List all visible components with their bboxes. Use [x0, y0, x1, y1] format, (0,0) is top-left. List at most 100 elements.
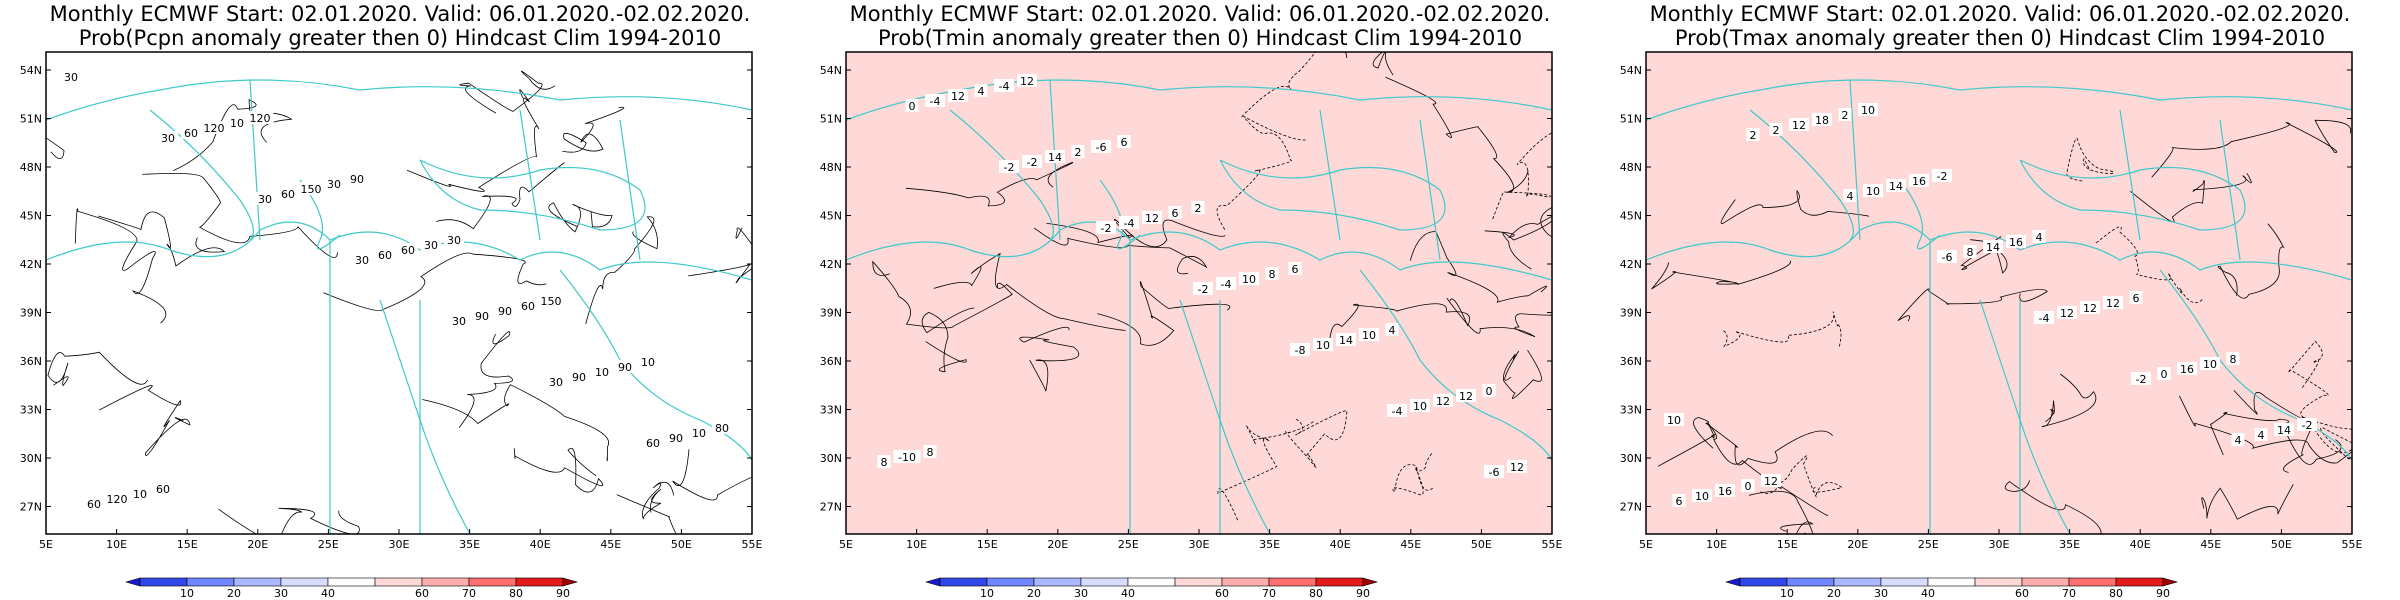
svg-text:4: 4	[1389, 324, 1396, 337]
colorbar-label: 60	[415, 587, 429, 600]
svg-text:14: 14	[1889, 180, 1903, 193]
svg-text:-2: -2	[2136, 373, 2147, 386]
colorbar-label: 20	[227, 587, 241, 600]
colorbar-label: 70	[1262, 587, 1276, 600]
contour-label: 60	[375, 248, 395, 262]
contour-label: -4	[1216, 277, 1236, 291]
lon-tick-label: 25E	[1118, 538, 1139, 551]
title-line-1: Monthly ECMWF Start: 02.01.2020. Valid: …	[1649, 2, 2351, 26]
svg-text:12: 12	[2106, 297, 2120, 310]
svg-text:16: 16	[1718, 485, 1732, 498]
contour-label: -4	[2034, 311, 2054, 325]
lon-tick-label: 5E	[39, 538, 53, 551]
probability-field	[46, 52, 752, 534]
contour-label: -4	[925, 94, 945, 108]
svg-text:90: 90	[475, 310, 489, 323]
contour-label: 60	[153, 482, 173, 496]
contour-label: 4	[1385, 323, 1399, 337]
lon-tick-label: 25E	[1918, 538, 1939, 551]
contour-label: 16	[1715, 484, 1735, 498]
svg-text:30: 30	[355, 254, 369, 267]
lon-tick-label: 45E	[2200, 538, 2221, 551]
contour-label: 12	[948, 89, 968, 103]
colorbar-segment	[1221, 577, 1270, 587]
contour-label: -8	[1290, 343, 1310, 357]
svg-text:120: 120	[107, 493, 128, 506]
svg-text:6: 6	[1121, 136, 1128, 149]
colorbar-segment	[1833, 577, 1882, 587]
lat-tick-label: 48N	[20, 161, 42, 174]
contour-label: 4	[2231, 433, 2245, 447]
contour-label: 30	[61, 70, 81, 84]
contour-label: 90	[615, 360, 635, 374]
svg-text:30: 30	[549, 376, 563, 389]
svg-text:16: 16	[1912, 175, 1926, 188]
contour-label: 12	[2057, 306, 2077, 320]
lat-tick-label: 36N	[820, 355, 842, 368]
lon-tick-label: 55E	[742, 538, 763, 551]
contour-label: 10	[1858, 103, 1878, 117]
lat-tick-label: 27N	[20, 501, 42, 514]
svg-text:60: 60	[87, 498, 101, 511]
svg-text:80: 80	[715, 422, 729, 435]
svg-text:90: 90	[618, 361, 632, 374]
colorbar-segment	[1786, 577, 1835, 587]
lon-tick-label: 50E	[671, 538, 692, 551]
contour-label: 12	[1142, 211, 1162, 225]
lon-tick-label: 15E	[1777, 538, 1798, 551]
svg-text:-4: -4	[1392, 405, 1403, 418]
contour-label: 30	[546, 375, 566, 389]
svg-text:-2: -2	[2302, 419, 2313, 432]
colorbar-label: 80	[509, 587, 523, 600]
contour-label: 8	[1963, 245, 1977, 259]
colorbar-label: 20	[1027, 587, 1041, 600]
svg-text:30: 30	[447, 234, 461, 247]
map-pcpn[interactable]: 30 30 30 30 30 30 60 60 60 60 60 90 90 90 120 120 150 60 9…	[0, 0, 800, 600]
contour-label: 2	[1071, 145, 1085, 159]
colorbar: 10 20 30 40 60 70 80 90	[124, 577, 579, 600]
longitude-axis: 5E 10E 15E 20E 25E 30E 35E 40E 45E 50E 55E	[39, 529, 763, 551]
contour-label: 30	[352, 253, 372, 267]
svg-text:60: 60	[521, 300, 535, 313]
contour-label: 10	[638, 355, 658, 369]
contour-label: 14	[1983, 240, 2003, 254]
contour-label: 6	[1117, 135, 1131, 149]
colorbar-label: 90	[2156, 587, 2170, 600]
contour-label: -2	[1022, 155, 1042, 169]
lat-tick-label: 36N	[20, 355, 42, 368]
contour-label: 14	[1045, 150, 1065, 164]
colorbar-label: 10	[180, 587, 194, 600]
lat-tick-label: 30N	[820, 452, 842, 465]
lat-tick-label: 51N	[820, 113, 842, 126]
latitude-axis: 54N 51N 48N 45N 42N 39N 36N 33N 30N 27N	[820, 64, 1552, 514]
contour-label: -6	[1091, 140, 1111, 154]
contour-label: 90	[495, 304, 515, 318]
contour-label: -2	[2297, 418, 2317, 432]
colorbar-segment	[1927, 577, 1976, 587]
svg-text:60: 60	[156, 483, 170, 496]
svg-text:120: 120	[250, 112, 271, 125]
latitude-axis: 54N 51N 48N 45N 42N 39N 36N 33N 30N 27N	[20, 64, 752, 514]
contour-label: 12	[1433, 394, 1453, 408]
lat-tick-label: 33N	[1620, 404, 1642, 417]
contour-label: 10	[227, 116, 247, 130]
lat-tick-label: 27N	[820, 501, 842, 514]
svg-text:30: 30	[327, 178, 341, 191]
contour-label: 4	[2032, 230, 2046, 244]
map-tmax[interactable]: 2 4 -6 -4 -2 4 6 2 10 8 12 0 4 10 12 14 14 12 16 14 16 18 16 16…	[1600, 0, 2400, 600]
svg-text:12: 12	[951, 90, 965, 103]
svg-text:30: 30	[161, 132, 175, 145]
lat-tick-label: 54N	[1620, 64, 1642, 77]
svg-text:14: 14	[1339, 334, 1353, 347]
map-tmin[interactable]: 0 -2 -2 -2 -8 -4 -6 -4 -2 -4 -4 10 10 12 12 14 12 10 14 12 8…	[800, 0, 1600, 600]
lon-tick-label: 55E	[2342, 538, 2363, 551]
lon-tick-label: 10E	[106, 538, 127, 551]
contour-label: 12	[1789, 118, 1809, 132]
probability-field	[1646, 52, 2352, 534]
svg-text:18: 18	[1815, 114, 1829, 127]
svg-text:60: 60	[378, 249, 392, 262]
svg-text:10: 10	[1242, 273, 1256, 286]
svg-text:10: 10	[641, 356, 655, 369]
contour-label: 12	[2103, 296, 2123, 310]
svg-text:30: 30	[452, 315, 466, 328]
